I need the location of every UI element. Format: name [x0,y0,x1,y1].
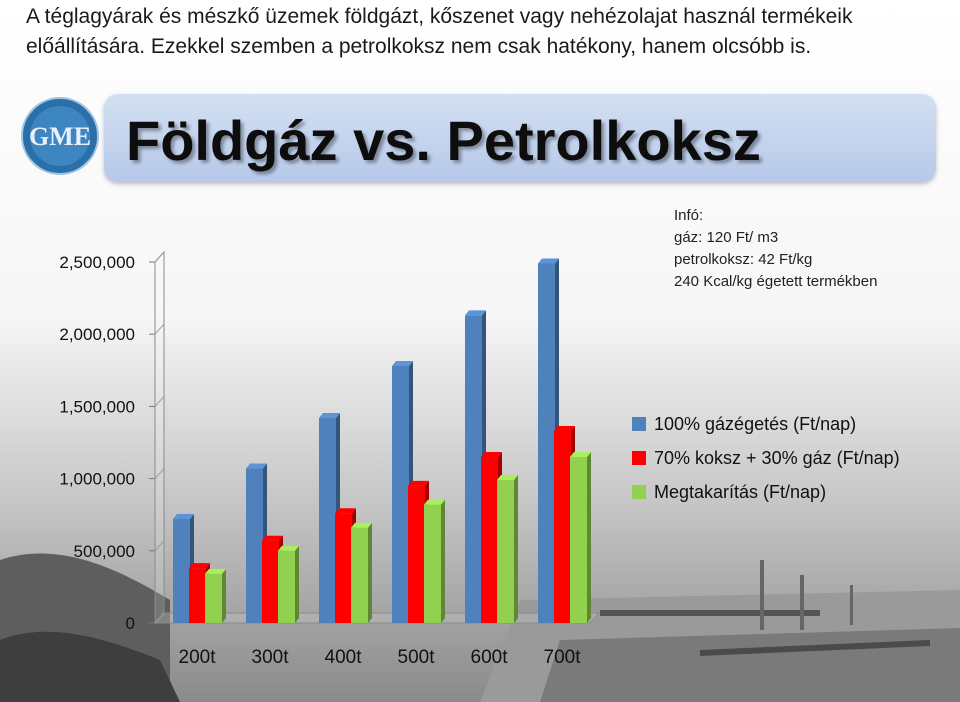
bar [319,417,336,623]
info-line: 240 Kcal/kg égetett termékben [674,273,878,290]
chart-legend: 100% gázégetés (Ft/nap) 70% koksz + 30% … [632,407,900,509]
slide-title: Földgáz vs. Petrolkoksz [126,109,761,172]
x-tick-label: 300t [252,647,290,668]
x-tick-label: 200t [179,647,217,668]
y-tick-label: 2,500,000 [59,253,135,272]
legend-label: 100% gázégetés (Ft/nap) [654,414,857,434]
bar [465,315,482,623]
bar-top [205,568,226,574]
bar-side [368,522,372,623]
gme-logo-icon: GME [21,97,99,175]
info-line: Infó: [674,207,704,224]
bar-top [319,412,340,418]
bar-top [351,522,372,528]
y-tick-label: 2,000,000 [59,325,135,344]
y-tick-depth [154,540,165,552]
bar-side [441,499,445,623]
x-tick-label: 600t [471,647,509,668]
bar-top [392,360,413,366]
bar-top [246,463,267,469]
bar [278,550,295,623]
bar [205,573,222,623]
intro-line-1: A téglagyárak és mészkő üzemek földgázt,… [26,5,853,28]
bar-top [408,480,429,486]
title-band [104,94,936,182]
bar-top [465,310,486,316]
y-tick-depth [154,323,165,335]
bar-top [262,535,283,541]
legend-swatch [632,485,646,499]
info-line: gáz: 120 Ft/ m3 [674,229,779,246]
bar-top [570,451,591,457]
bar-top [173,514,194,520]
bar [189,568,206,623]
bar-side [222,568,226,623]
bar [351,527,368,623]
legend-entry: 100% gázégetés (Ft/nap) [632,407,900,441]
y-tick-label: 1,000,000 [59,470,135,489]
bar-side [587,451,591,623]
bar-top [335,508,356,514]
bar [262,540,279,623]
info-line: petrolkoksz: 42 Ft/kg [674,251,813,268]
legend-swatch [632,417,646,431]
bar-top [278,545,299,551]
bar [408,485,425,623]
bar [173,519,190,623]
bar [497,480,514,623]
y-tick-depth [154,396,165,407]
y-tick-depth [154,251,165,263]
y-tick-depth [154,468,165,479]
x-tick-label: 700t [544,647,582,668]
bar-side [295,545,299,623]
y-tick-depth [154,612,165,624]
legend-label: 70% koksz + 30% gáz (Ft/nap) [654,448,900,468]
logo-lettering: GME [29,122,91,151]
bar [246,468,263,623]
bar-side [514,475,518,623]
bar [570,456,587,623]
bar [392,365,409,623]
x-tick-label: 400t [325,647,363,668]
bar-top [538,258,559,264]
y-tick-label: 0 [126,614,135,633]
bar-top [554,425,575,431]
bar [554,430,571,623]
legend-entry: 70% koksz + 30% gáz (Ft/nap) [632,441,900,475]
legend-label: Megtakarítás (Ft/nap) [654,482,827,502]
intro-text: A téglagyárak és mészkő üzemek földgázt,… [26,2,946,62]
bar-top [497,475,518,481]
bar [424,504,441,623]
y-tick-label: 500,000 [74,542,135,561]
intro-line-2: előállítására. Ezekkel szemben a petrolk… [26,35,812,58]
y-tick-label: 1,500,000 [59,397,135,416]
chart-wall [154,250,165,625]
info-box: Infó: gáz: 120 Ft/ m3 petrolkoksz: 42 Ft… [674,205,877,293]
legend-entry: Megtakarítás (Ft/nap) [632,475,900,509]
bar [335,513,352,623]
x-tick-label: 500t [398,647,436,668]
bar-top [424,499,445,505]
legend-swatch [632,451,646,465]
bar-top [481,451,502,457]
bar-top [189,563,210,569]
bar [538,263,555,623]
bar [481,456,498,623]
